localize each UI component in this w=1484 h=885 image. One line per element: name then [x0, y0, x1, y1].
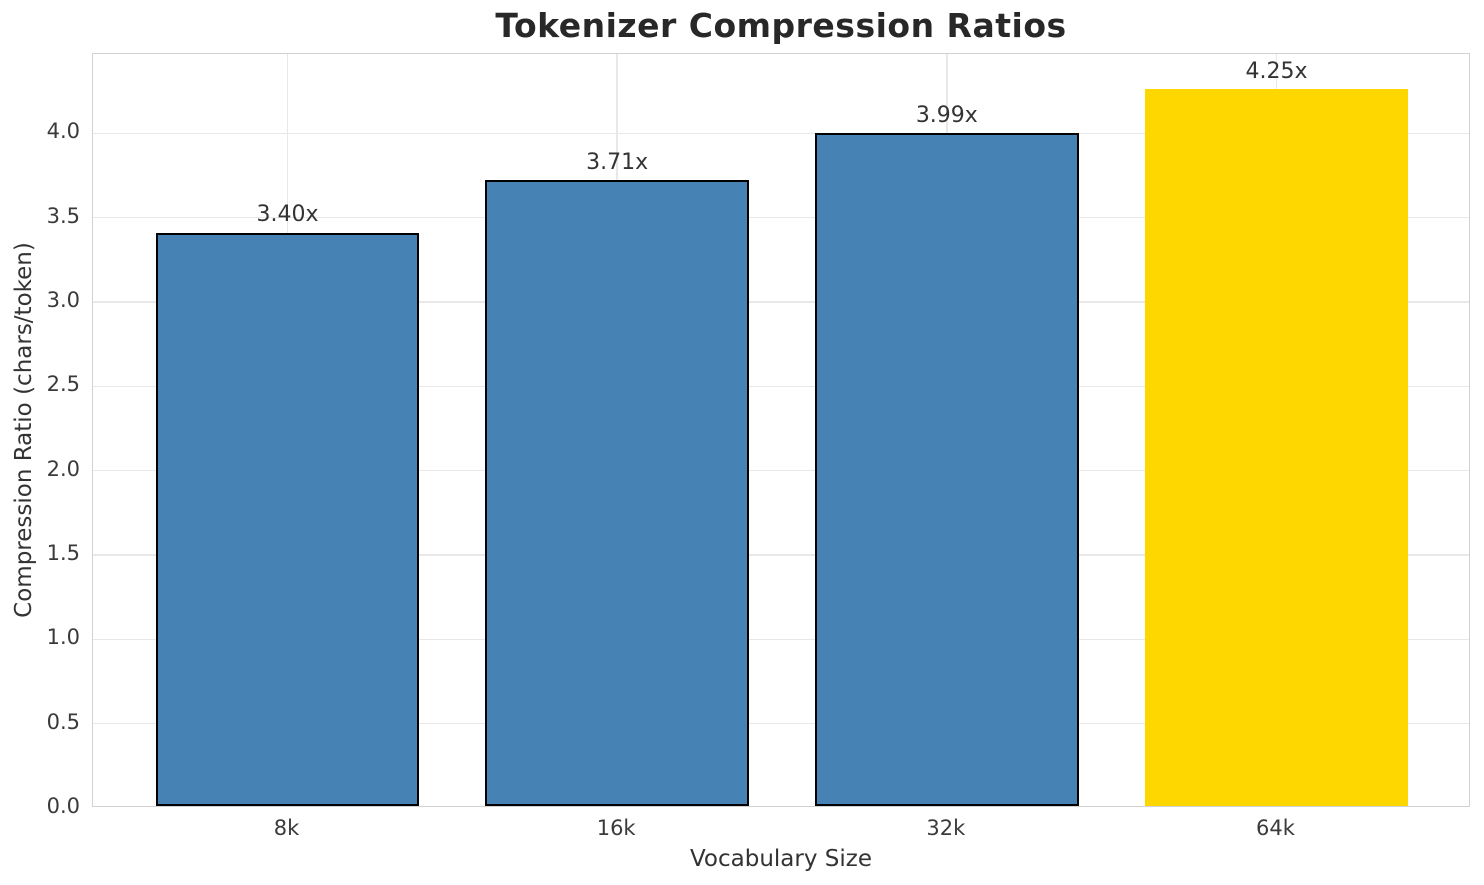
plot-area: 3.40x 3.71x 3.99x 4.25x	[92, 53, 1470, 807]
y-tick-label: 0.5	[46, 709, 80, 734]
bar-value-label: 4.25x	[1245, 59, 1308, 85]
y-tick-label: 1.5	[46, 540, 80, 565]
bar-16k	[485, 180, 750, 806]
x-axis-label: Vocabulary Size	[689, 846, 872, 872]
gridline-h	[93, 722, 1469, 725]
y-tick-label: 0.0	[46, 794, 80, 818]
gridline-h	[93, 385, 1469, 388]
x-tick-label: 8k	[273, 816, 300, 840]
bar-64k	[1144, 89, 1409, 806]
x-tick-label: 64k	[1256, 816, 1295, 840]
gridline-h	[93, 638, 1469, 641]
chart-title: Tokenizer Compression Ratios	[495, 6, 1067, 45]
bar-32k	[814, 132, 1079, 806]
x-tick-label: 16k	[596, 816, 636, 840]
gridline-h	[93, 469, 1469, 472]
gridline-h	[93, 554, 1469, 556]
y-tick-label: 2.5	[46, 372, 80, 397]
gridline-h	[93, 216, 1469, 219]
y-axis-label: Compression Ratio (chars/token)	[11, 242, 37, 618]
y-tick-label: 1.0	[46, 625, 80, 650]
x-tick-label: 32k	[926, 816, 966, 840]
bar-value-label: 3.99x	[915, 102, 978, 128]
bar-value-label: 3.40x	[256, 202, 319, 228]
gridline-h	[93, 301, 1469, 303]
gridline-h	[93, 132, 1469, 135]
y-tick-label: 4.0	[46, 119, 80, 144]
y-tick-label: 3.0	[46, 287, 80, 312]
bar-value-label: 3.71x	[586, 150, 649, 176]
y-tick-label: 2.0	[46, 456, 80, 481]
bar-8k	[155, 232, 420, 806]
y-tick-label: 3.5	[46, 203, 80, 228]
